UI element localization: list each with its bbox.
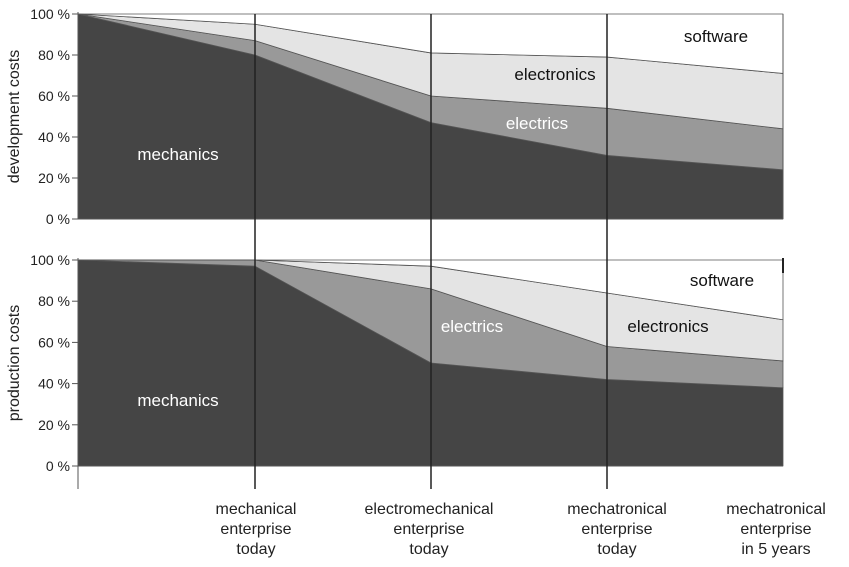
production-y-tick-label: 60 % bbox=[38, 334, 70, 350]
production-ylabel: production costs bbox=[6, 305, 23, 422]
category-label: mechanical enterprise today bbox=[216, 501, 297, 558]
production-y-tick-label: 40 % bbox=[38, 376, 70, 392]
production-electrics-label: electrics bbox=[441, 317, 503, 336]
production-y-tick-label: 20 % bbox=[38, 417, 70, 433]
development-y-tick-label: 20 % bbox=[38, 170, 70, 186]
development-electronics-label: electronics bbox=[514, 65, 595, 84]
development-software-label: software bbox=[684, 27, 748, 46]
production-y-tick-label: 80 % bbox=[38, 293, 70, 309]
development-y-tick-label: 0 % bbox=[46, 211, 70, 227]
development-y-tick-label: 40 % bbox=[38, 129, 70, 145]
category-label: mechatronical enterprise today bbox=[567, 501, 667, 558]
production-software-label: software bbox=[690, 271, 754, 290]
production-y-tick-label: 100 % bbox=[30, 252, 70, 268]
production-y-tick-label: 0 % bbox=[46, 458, 70, 474]
development-ylabel: development costs bbox=[6, 50, 23, 183]
category-label: electromechanical enterprise today bbox=[365, 501, 494, 558]
development-y-tick-label: 80 % bbox=[38, 47, 70, 63]
production-mechanics-label: mechanics bbox=[137, 391, 218, 410]
production-electronics-label: electronics bbox=[627, 317, 708, 336]
development-electrics-label: electrics bbox=[506, 114, 568, 133]
development-y-tick-label: 60 % bbox=[38, 88, 70, 104]
category-label: mechatronical enterprise in 5 years bbox=[726, 501, 826, 558]
development-mechanics-label: mechanics bbox=[137, 145, 218, 164]
development-y-tick-label: 100 % bbox=[30, 6, 70, 22]
